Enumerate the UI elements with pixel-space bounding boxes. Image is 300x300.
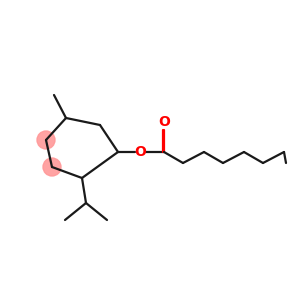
Circle shape bbox=[43, 158, 61, 176]
Circle shape bbox=[37, 131, 55, 149]
Text: O: O bbox=[158, 115, 170, 129]
Text: O: O bbox=[134, 145, 146, 159]
